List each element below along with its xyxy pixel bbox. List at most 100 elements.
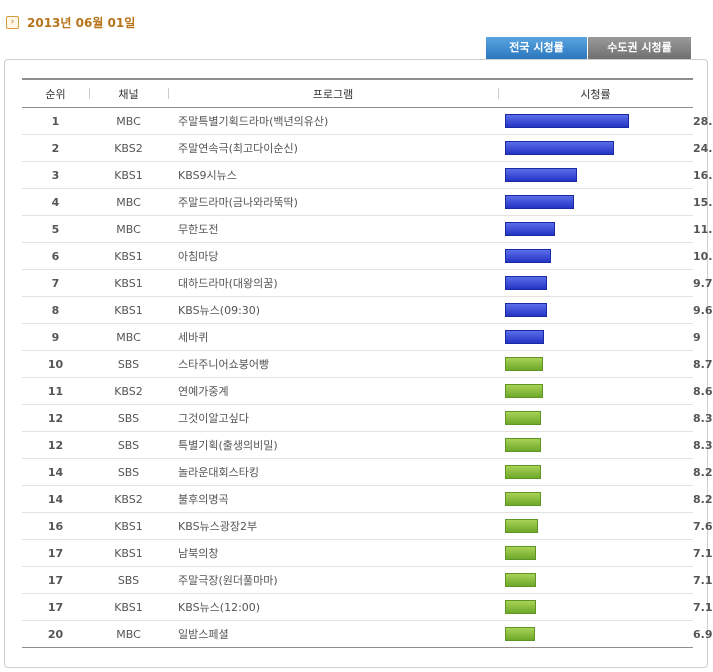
rating-bar bbox=[505, 195, 574, 209]
rating-bar-cell bbox=[498, 377, 693, 405]
rating-bar bbox=[505, 519, 538, 533]
program-cell: 주말극장(원더풀마마) bbox=[168, 566, 498, 594]
rank-cell: 14 bbox=[22, 458, 89, 486]
channel-cell: KBS1 bbox=[89, 512, 168, 540]
tab-national-ratings[interactable]: 전국 시청률 bbox=[486, 37, 587, 65]
rating-bar bbox=[505, 573, 536, 587]
column-header-channel: 채널 bbox=[89, 78, 168, 108]
rating-bar bbox=[505, 438, 541, 452]
rating-bar-cell bbox=[498, 404, 693, 432]
channel-cell: KBS1 bbox=[89, 269, 168, 297]
table-row: 20 MBC 일밤스페셜 6.9 bbox=[22, 620, 713, 648]
table-row: 7 KBS1 대하드라마(대왕의꿈) 9.7 bbox=[22, 269, 713, 297]
rating-bar bbox=[505, 222, 555, 236]
program-cell: 놀라운대회스타킹 bbox=[168, 458, 498, 486]
rating-bar-cell bbox=[498, 350, 693, 378]
program-cell: 연예가중계 bbox=[168, 377, 498, 405]
table-row: 16 KBS1 KBS뉴스광장2부 7.6 bbox=[22, 512, 713, 540]
rating-bar bbox=[505, 168, 577, 182]
program-cell: 그것이알고싶다 bbox=[168, 404, 498, 432]
table-row: 17 KBS1 KBS뉴스(12:00) 7.1 bbox=[22, 593, 713, 621]
rank-cell: 17 bbox=[22, 593, 89, 621]
rank-cell: 12 bbox=[22, 404, 89, 432]
channel-cell: KBS2 bbox=[89, 134, 168, 162]
rank-cell: 1 bbox=[22, 107, 89, 135]
rank-cell: 5 bbox=[22, 215, 89, 243]
table-row: 14 SBS 놀라운대회스타킹 8.2 bbox=[22, 458, 713, 486]
rank-cell: 20 bbox=[22, 620, 89, 648]
program-cell: KBS뉴스(12:00) bbox=[168, 593, 498, 621]
ratings-table: 순위 채널 프로그램 시청률 1MBC주말특별기획드라마(백년의유산)28.42… bbox=[22, 78, 713, 648]
rating-bar bbox=[505, 249, 551, 263]
rating-bar bbox=[505, 600, 536, 614]
rank-cell: 8 bbox=[22, 296, 89, 324]
channel-cell: SBS bbox=[89, 566, 168, 594]
program-cell: 대하드라마(대왕의꿈) bbox=[168, 269, 498, 297]
channel-cell: KBS1 bbox=[89, 161, 168, 189]
column-header-program: 프로그램 bbox=[168, 78, 498, 108]
program-cell: 아침마당 bbox=[168, 242, 498, 270]
rank-cell: 9 bbox=[22, 323, 89, 351]
rating-bar-cell bbox=[498, 269, 693, 297]
rank-cell: 16 bbox=[22, 512, 89, 540]
program-cell: KBS뉴스광장2부 bbox=[168, 512, 498, 540]
program-cell: 남북의창 bbox=[168, 539, 498, 567]
rating-bar bbox=[505, 141, 614, 155]
column-header-rank: 순위 bbox=[22, 78, 89, 108]
channel-cell: MBC bbox=[89, 620, 168, 648]
channel-cell: SBS bbox=[89, 404, 168, 432]
table-row: 10 SBS 스타주니어쇼붕어빵 8.7 bbox=[22, 350, 713, 378]
rating-bar-cell bbox=[498, 242, 693, 270]
rating-bar-cell bbox=[498, 296, 693, 324]
rating-bar-cell bbox=[498, 566, 693, 594]
rating-bar-cell bbox=[498, 134, 693, 162]
rank-cell: 7 bbox=[22, 269, 89, 297]
program-cell: 세바퀴 bbox=[168, 323, 498, 351]
rating-bar bbox=[505, 492, 541, 506]
rating-bar-cell bbox=[498, 107, 693, 135]
rating-bar bbox=[505, 303, 547, 317]
rank-cell: 2 bbox=[22, 134, 89, 162]
channel-cell: SBS bbox=[89, 458, 168, 486]
channel-cell: KBS1 bbox=[89, 593, 168, 621]
rating-bar-cell bbox=[498, 431, 693, 459]
column-header-rating: 시청률 bbox=[498, 78, 693, 108]
rating-bar-cell bbox=[498, 620, 693, 648]
rank-cell: 17 bbox=[22, 539, 89, 567]
channel-cell: KBS1 bbox=[89, 539, 168, 567]
channel-cell: SBS bbox=[89, 350, 168, 378]
rank-cell: 14 bbox=[22, 485, 89, 513]
table-row: 17 SBS 주말극장(원더풀마마) 7.1 bbox=[22, 566, 713, 594]
rating-bar-cell bbox=[498, 188, 693, 216]
rank-cell: 4 bbox=[22, 188, 89, 216]
channel-cell: SBS bbox=[89, 431, 168, 459]
program-cell: 주말드라마(금나와라뚝딱) bbox=[168, 188, 498, 216]
table-row: 14 KBS2 불후의명곡 8.2 bbox=[22, 485, 713, 513]
program-cell: 일밤스페셜 bbox=[168, 620, 498, 648]
ratings-table-body: 1MBC주말특별기획드라마(백년의유산)28.42KBS2주말연속극(최고다이순… bbox=[22, 107, 713, 648]
rating-bar bbox=[505, 276, 547, 290]
table-row: 17 KBS1 남북의창 7.1 bbox=[22, 539, 713, 567]
channel-cell: KBS2 bbox=[89, 377, 168, 405]
rating-bar-cell bbox=[498, 215, 693, 243]
channel-cell: KBS1 bbox=[89, 296, 168, 324]
rating-bar bbox=[505, 411, 541, 425]
tab-capital-area-ratings[interactable]: 수도권 시청률 bbox=[588, 37, 691, 59]
rank-cell: 6 bbox=[22, 242, 89, 270]
table-row: 11 KBS2 연예가중계 8.6 bbox=[22, 377, 713, 405]
table-row: 9 MBC 세바퀴 9 bbox=[22, 323, 701, 351]
rank-cell: 17 bbox=[22, 566, 89, 594]
table-row: 12 SBS 그것이알고싶다 8.3 bbox=[22, 404, 713, 432]
tab-bar: 전국 시청률 수도권 시청률 bbox=[486, 37, 691, 65]
rating-bar bbox=[505, 384, 543, 398]
date-label: 2013년 06월 01일 bbox=[27, 15, 136, 30]
rating-bar bbox=[505, 546, 536, 560]
table-row: 12 SBS 특별기획(출생의비밀) 8.3 bbox=[22, 431, 713, 459]
channel-cell: MBC bbox=[89, 188, 168, 216]
channel-cell: MBC bbox=[89, 323, 168, 351]
program-cell: 특별기획(출생의비밀) bbox=[168, 431, 498, 459]
